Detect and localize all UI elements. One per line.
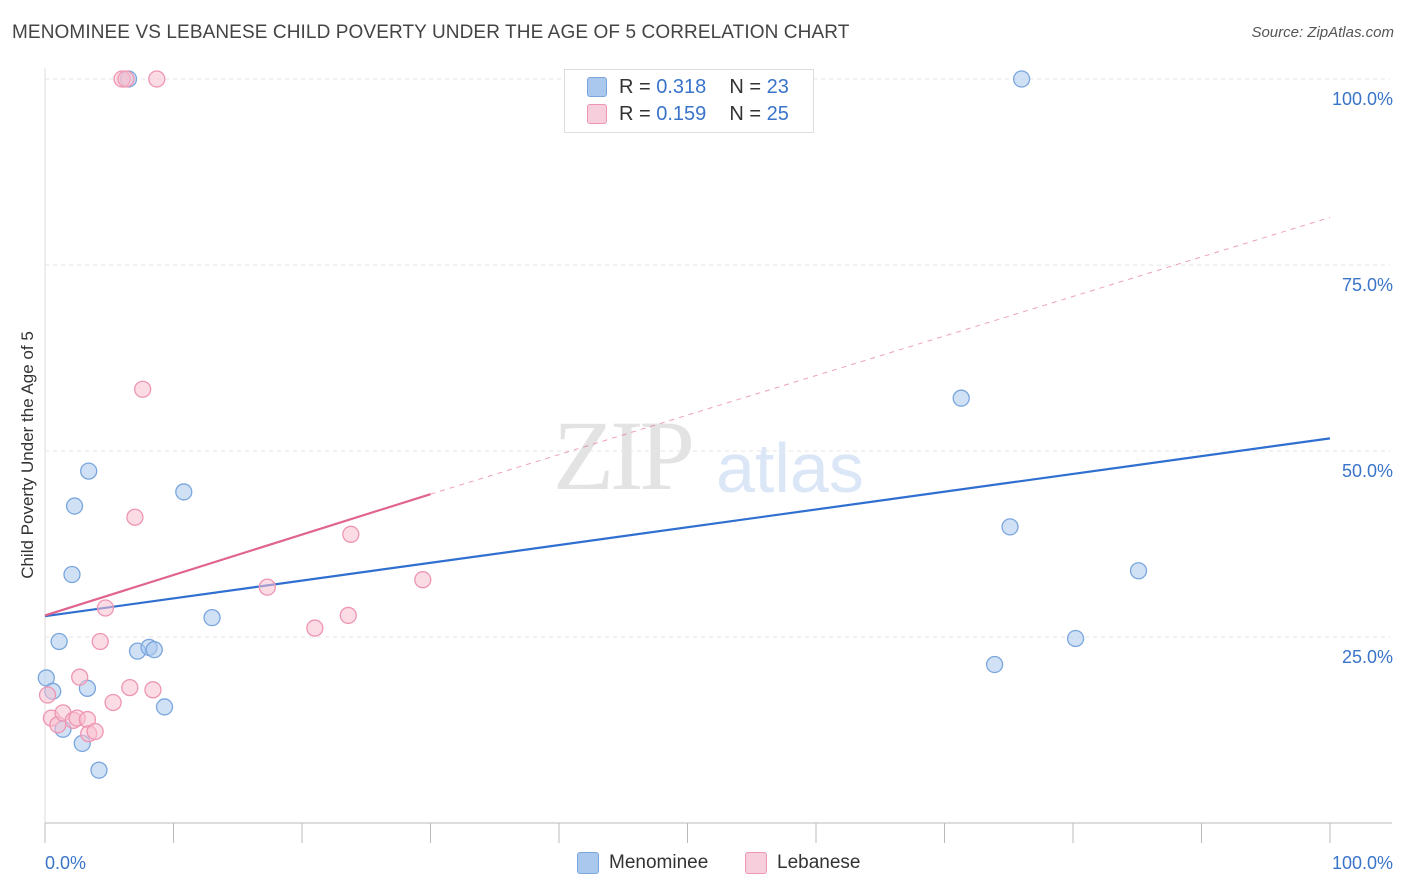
menominee-legend-icon [577,852,599,874]
point-menominee [175,483,193,501]
point-menominee [203,609,221,627]
legend-r-label: R = [619,102,651,125]
lebanese-legend-icon [745,852,767,874]
trend-line-lebanese-extension [430,216,1331,495]
correlation-legend: R = 0.318 N = 23 R = 0.159 N = 25 [564,69,814,133]
legend-item-lebanese: Lebanese [745,852,860,874]
point-lebanese [86,722,104,741]
point-lebanese [339,606,357,625]
point-lebanese [121,678,139,697]
data-points [37,70,1148,779]
legend-r-value: 0.318 [656,75,707,98]
tick-labels: 25.0% 50.0% 75.0% 100.0% 0.0% 100.0% [45,89,1393,873]
point-menominee [1066,629,1085,648]
y-tick-label: 100.0% [1332,89,1393,109]
point-lebanese [126,508,144,526]
lebanese-swatch-icon [587,104,607,124]
point-menominee [985,655,1004,674]
point-menominee [1129,562,1148,580]
point-lebanese [306,619,324,637]
legend-n-label: N = [729,102,762,125]
source-label: Source: ZipAtlas.com [1251,24,1394,41]
point-menominee [90,761,108,779]
trend-lines [44,216,1331,618]
point-lebanese [71,668,89,686]
y-tick-label: 25.0% [1342,647,1393,667]
legend-row-lebanese: R = 0.159 N = 25 [587,101,789,127]
point-lebanese [96,599,115,617]
watermark-zip: ZIP [553,400,695,511]
point-menominee [80,462,98,480]
legend-item-menominee: Menominee [577,852,708,874]
point-menominee [145,640,163,659]
trend-line-lebanese [44,493,431,617]
point-lebanese [134,380,152,398]
point-lebanese [104,693,122,712]
point-lebanese [38,686,57,704]
grid-lines [45,78,1390,638]
point-menominee [952,389,970,407]
x-tick-label: 0.0% [45,853,86,873]
point-lebanese [342,525,360,543]
legend-r-label: R = [619,75,651,98]
legend-n-value: 23 [766,75,789,98]
legend-label-menominee: Menominee [609,852,709,873]
legend-row-menominee: R = 0.318 N = 23 [587,74,789,100]
legend-r-value: 0.159 [656,102,707,125]
point-lebanese [148,70,166,88]
point-menominee [1001,518,1019,536]
point-lebanese [258,578,276,596]
point-menominee [155,698,174,716]
series-legend: Menominee Lebanese [0,852,1406,878]
point-menominee [1012,70,1031,88]
menominee-swatch-icon [587,77,607,97]
axes [44,68,1392,843]
point-menominee [63,565,81,584]
y-tick-label: 75.0% [1342,275,1393,295]
y-tick-label: 50.0% [1342,461,1393,481]
point-menominee [65,497,84,515]
point-lebanese [117,70,135,88]
legend-n-value: 25 [766,102,789,125]
point-menominee [50,632,68,651]
x-tick-label: 100.0% [1332,853,1393,873]
legend-n-label: N = [729,75,762,98]
trend-line-menominee [44,437,1331,618]
watermark-atlas: atlas [716,429,864,507]
legend-label-lebanese: Lebanese [777,852,861,873]
point-lebanese [91,632,109,651]
point-lebanese [414,571,432,589]
chart-title: MENOMINEE VS LEBANESE CHILD POVERTY UNDE… [12,22,850,43]
point-lebanese [144,681,162,699]
